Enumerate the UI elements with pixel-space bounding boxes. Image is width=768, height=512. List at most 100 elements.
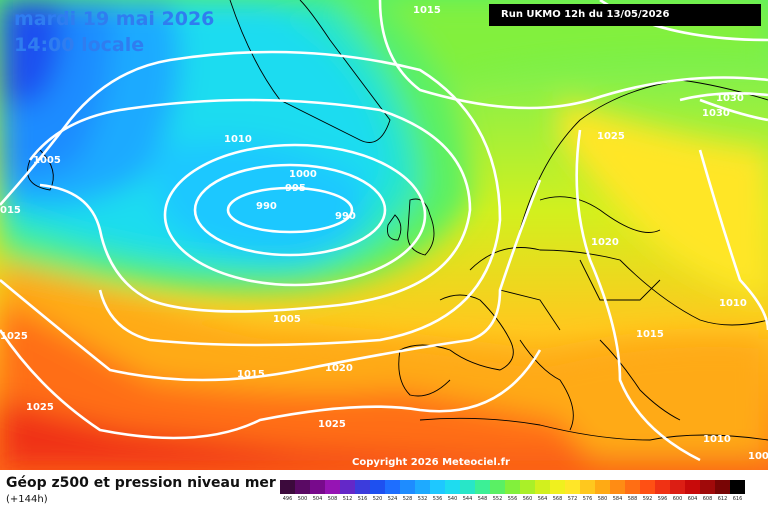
legend-item: 584: [610, 480, 625, 502]
legend-swatch: [280, 480, 295, 494]
isobar-label: 1025: [597, 131, 625, 142]
legend-label: 604: [687, 496, 698, 502]
isobar-label: 1030: [716, 93, 744, 104]
copyright: Copyright 2026 Meteociel.fr: [352, 457, 510, 468]
legend-item: 576: [580, 480, 595, 502]
map-canvas: 1015 1030 1030 1025 1010 1005 015 1000 9…: [0, 0, 768, 470]
legend-item: 524: [385, 480, 400, 502]
legend-label: 552: [492, 496, 503, 502]
legend-swatch: [565, 480, 580, 494]
isobar-label: 990: [335, 211, 356, 222]
legend-swatch: [535, 480, 550, 494]
legend-item: 612: [715, 480, 730, 502]
legend-swatch: [610, 480, 625, 494]
legend-item: 500: [295, 480, 310, 502]
legend-item: 588: [625, 480, 640, 502]
legend-swatch: [715, 480, 730, 494]
legend-item: 504: [310, 480, 325, 502]
legend-swatch: [550, 480, 565, 494]
legend-label: 592: [642, 496, 653, 502]
legend-label: 568: [552, 496, 563, 502]
legend-label: 520: [372, 496, 383, 502]
legend-item: 544: [460, 480, 475, 502]
legend-item: 512: [340, 480, 355, 502]
legend-label: 504: [312, 496, 323, 502]
legend-label: 588: [627, 496, 638, 502]
legend-swatch: [325, 480, 340, 494]
legend-item: 508: [325, 480, 340, 502]
isobar-label: 1020: [325, 363, 353, 374]
isobar-label: 1025: [0, 331, 28, 342]
legend-swatch: [655, 480, 670, 494]
legend-item: 536: [430, 480, 445, 502]
legend-label: 532: [417, 496, 428, 502]
legend-label: 496: [282, 496, 293, 502]
legend-item: 516: [355, 480, 370, 502]
legend-item: 556: [505, 480, 520, 502]
isobar-label: 995: [285, 183, 306, 194]
isobar-label: 1010: [224, 134, 252, 145]
isobar-label: 1015: [636, 329, 664, 340]
legend-label: 524: [387, 496, 398, 502]
legend-item: 552: [490, 480, 505, 502]
legend-swatch: [475, 480, 490, 494]
legend-swatch: [670, 480, 685, 494]
legend-label: 612: [717, 496, 728, 502]
isobar-label: 1005: [33, 155, 61, 166]
legend-item: 616: [730, 480, 745, 502]
legend-label: 512: [342, 496, 353, 502]
legend-label: 508: [327, 496, 338, 502]
color-legend: 496 500 504 508 512 516 520 524 528 532 536 540 544 5…: [280, 480, 745, 502]
legend-item: 564: [535, 480, 550, 502]
legend-item: 608: [700, 480, 715, 502]
legend-item: 496: [280, 480, 295, 502]
legend-item: 568: [550, 480, 565, 502]
isobar-label: 1025: [26, 402, 54, 413]
legend-swatch: [505, 480, 520, 494]
legend-swatch: [310, 480, 325, 494]
isobar-label: 990: [256, 201, 277, 212]
legend-item: 580: [595, 480, 610, 502]
legend-swatch: [520, 480, 535, 494]
legend-swatch: [490, 480, 505, 494]
legend-item: 548: [475, 480, 490, 502]
legend-swatch: [595, 480, 610, 494]
legend-item: 600: [670, 480, 685, 502]
isobar-label: 015: [0, 205, 21, 216]
forecast-range: (+144h): [6, 494, 48, 505]
legend-swatch: [430, 480, 445, 494]
legend-item: 528: [400, 480, 415, 502]
isobar-label: 1025: [318, 419, 346, 430]
legend-label: 572: [567, 496, 578, 502]
legend-label: 596: [657, 496, 668, 502]
isobar-label: 1020: [591, 237, 619, 248]
legend-label: 548: [477, 496, 488, 502]
legend-label: 564: [537, 496, 548, 502]
footer: Géop z500 et pression niveau mer (+144h)…: [0, 470, 768, 512]
legend-label: 584: [612, 496, 623, 502]
legend-swatch: [370, 480, 385, 494]
legend-label: 544: [462, 496, 473, 502]
legend-swatch: [295, 480, 310, 494]
legend-swatch: [640, 480, 655, 494]
legend-item: 532: [415, 480, 430, 502]
legend-swatch: [445, 480, 460, 494]
legend-swatch: [355, 480, 370, 494]
isobar-labels: 1015 1030 1030 1025 1010 1005 015 1000 9…: [0, 5, 768, 462]
isobar-label: 1010: [703, 434, 731, 445]
isobar-label: 1000: [289, 169, 317, 180]
map-title: Géop z500 et pression niveau mer: [6, 475, 276, 491]
isobar-label: 1005: [273, 314, 301, 325]
legend-item: 592: [640, 480, 655, 502]
legend-swatch: [580, 480, 595, 494]
isobar-label: 1015: [413, 5, 441, 16]
legend-swatch: [385, 480, 400, 494]
legend-item: 540: [445, 480, 460, 502]
legend-item: 520: [370, 480, 385, 502]
legend-label: 616: [732, 496, 743, 502]
legend-item: 604: [685, 480, 700, 502]
isobar-label: 1005: [748, 451, 768, 462]
isobars: [0, 0, 768, 460]
legend-item: 560: [520, 480, 535, 502]
